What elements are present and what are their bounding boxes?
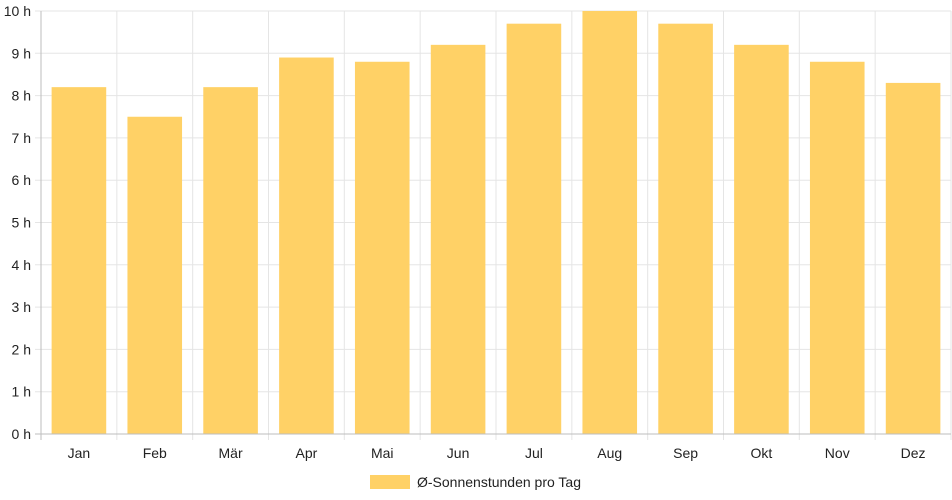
bar-mär[interactable] [203,87,258,434]
y-tick-label: 8 h [12,88,31,104]
y-tick-label: 6 h [12,172,31,188]
x-tick-label: Feb [143,445,167,461]
y-tick-label: 2 h [12,341,31,357]
bar-dez[interactable] [885,82,941,434]
y-tick-label: 7 h [12,130,31,146]
bar-sep[interactable] [658,23,713,434]
axes [40,11,951,435]
bar-mai[interactable] [354,61,410,434]
legend-label: Ø-Sonnenstunden pro Tag [417,474,581,490]
y-tick-label: 3 h [12,299,31,315]
y-tick-label: 0 h [12,426,31,442]
bars [51,11,941,435]
x-tick-label: Nov [825,445,850,461]
y-tick-label: 10 h [4,3,31,19]
x-tick-label: Mai [371,445,394,461]
y-tick-label: 4 h [12,257,31,273]
bar-jan[interactable] [51,87,107,434]
y-tick-labels: 0 h 1 h 2 h 3 h 4 h 5 h 6 h 7 h 8 h 9 h 10 h [4,3,31,442]
x-tick-labels: Jan Feb Mär Apr Mai Jun Jul Aug Sep Okt Nov Dez [68,445,926,461]
bar-nov[interactable] [809,61,865,434]
legend[interactable]: Ø-Sonnenstunden pro Tag [370,474,581,490]
x-tick-label: Aug [597,445,622,461]
x-tick-label: Apr [296,445,318,461]
x-tick-label: Jul [525,445,543,461]
y-tick-label: 1 h [12,384,31,400]
x-tick-label: Dez [901,445,926,461]
bar-apr[interactable] [279,57,334,434]
bar-feb[interactable] [127,116,183,434]
x-tick-label: Jan [68,445,91,461]
y-tick-label: 5 h [12,215,31,231]
bar-okt[interactable] [734,44,789,435]
x-tick-label: Jun [447,445,470,461]
bar-jul[interactable] [506,23,562,434]
x-tick-label: Okt [751,445,773,461]
legend-swatch [370,475,410,489]
y-tick-label: 9 h [12,45,31,61]
bar-aug[interactable] [582,11,638,434]
x-tick-label: Mär [219,445,243,461]
bar-jun[interactable] [430,44,486,435]
x-tick-label: Sep [673,445,698,461]
